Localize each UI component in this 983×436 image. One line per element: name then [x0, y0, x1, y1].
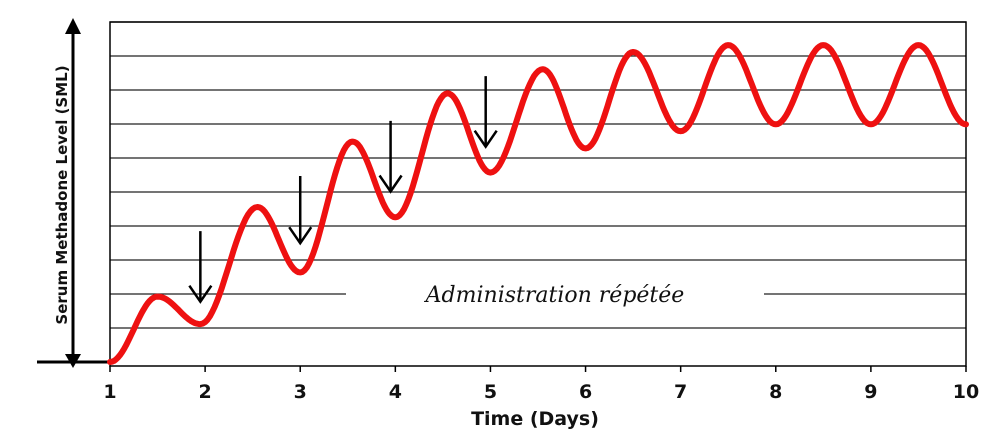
x-tick-label: 7 — [674, 381, 687, 403]
x-tick-label: 5 — [484, 381, 497, 403]
x-tick-label: 10 — [953, 381, 979, 403]
x-axis-title: Time (Days) — [471, 408, 599, 430]
dose-arrow — [473, 76, 498, 149]
x-tick-label: 3 — [294, 381, 307, 403]
y-axis-title: Serum Methadone Level (SML) — [53, 65, 71, 324]
y-axis-arrow-up — [65, 18, 81, 34]
x-tick-labels: 1 2 3 4 5 6 7 8 9 10 — [103, 366, 979, 403]
dose-arrow — [378, 120, 403, 194]
series-group — [107, 42, 969, 365]
annotation-background — [346, 279, 764, 313]
x-tick-label: 2 — [198, 381, 211, 403]
annotation-label: Administration répétée — [424, 283, 685, 308]
dose-arrow — [188, 231, 213, 304]
series-line — [107, 42, 969, 365]
x-tick-label: 1 — [103, 381, 116, 403]
x-tick-label: 6 — [579, 381, 592, 403]
x-tick-label: 9 — [864, 381, 877, 403]
dose-arrow — [288, 176, 313, 246]
plot-frame — [109, 21, 967, 367]
dose-arrows — [188, 76, 498, 304]
x-tick-label: 8 — [769, 381, 782, 403]
x-tick-label: 4 — [389, 381, 402, 403]
y-axis-arrow-down — [65, 354, 81, 368]
